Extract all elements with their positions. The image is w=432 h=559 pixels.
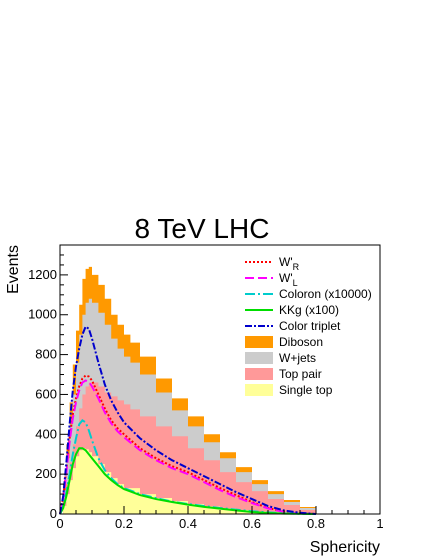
x-tick-label: 0.6 bbox=[243, 516, 261, 531]
y-tick-label: 600 bbox=[35, 386, 57, 401]
legend-label-kkg-x100: KKg (x100) bbox=[279, 303, 339, 317]
area-top-pair bbox=[60, 382, 316, 514]
y-tick-label: 200 bbox=[35, 466, 57, 481]
legend-subscript: R bbox=[293, 262, 300, 272]
legend-label-w-jets: W+jets bbox=[279, 351, 316, 365]
x-tick-label: 0.2 bbox=[115, 516, 133, 531]
y-tick-label: 1200 bbox=[28, 267, 57, 282]
x-tick-label: 0.8 bbox=[307, 516, 325, 531]
curve-w-l bbox=[59, 379, 317, 515]
legend-box-top-pair bbox=[245, 368, 273, 380]
chart-title: 8 TeV LHC bbox=[135, 213, 270, 244]
x-tick-label: 1 bbox=[376, 516, 383, 531]
y-tick-label: 0 bbox=[50, 506, 57, 521]
x-tick-label: 0 bbox=[56, 516, 63, 531]
axes: 0 0.2 0.4 0.6 0.8 1 0 200 400 600 800 1000 1200 bbox=[28, 244, 384, 531]
legend-box-w-jets bbox=[245, 352, 273, 364]
x-tick-label: 0.4 bbox=[179, 516, 197, 531]
y-tick-label: 400 bbox=[35, 426, 57, 441]
legend-label-coloron-x10000: Coloron (x10000) bbox=[279, 287, 372, 301]
legend-label-w-l: W'L bbox=[279, 271, 298, 288]
legend-label-top-pair: Top pair bbox=[279, 367, 322, 381]
curve-kkg-x100 bbox=[59, 447, 317, 515]
curve-color-triplet bbox=[59, 325, 317, 515]
legend-box-diboson bbox=[245, 336, 273, 348]
legend-subscript: L bbox=[293, 278, 298, 288]
legend-label-w-r: W'R bbox=[279, 255, 300, 272]
background-stack bbox=[60, 266, 316, 514]
y-axis-label: Events bbox=[5, 245, 22, 294]
legend-label-color-triplet: Color triplet bbox=[279, 319, 341, 333]
legend-label-single-top: Single top bbox=[279, 383, 333, 397]
y-tick-label: 1000 bbox=[28, 307, 57, 322]
area-single-top bbox=[60, 448, 316, 514]
legend-box-single-top bbox=[245, 384, 273, 396]
legend-label-diboson: Diboson bbox=[279, 335, 323, 349]
x-axis-label: Sphericity bbox=[310, 539, 380, 556]
y-tick-label: 800 bbox=[35, 347, 57, 362]
signal-curves bbox=[59, 325, 317, 515]
